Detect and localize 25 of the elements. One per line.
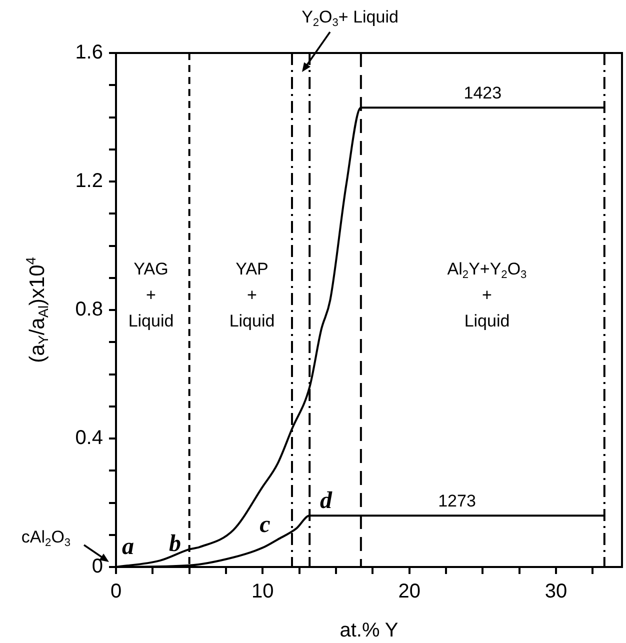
series-label: 1273	[438, 491, 476, 510]
series-label: 1423	[464, 83, 502, 102]
annotation: +	[146, 286, 156, 305]
annotation: d	[320, 488, 333, 514]
x-tick-label: 30	[544, 580, 568, 603]
annotation: YAP	[236, 260, 268, 279]
annotation: a	[122, 534, 134, 560]
y-tick-label: 1.2	[75, 170, 103, 192]
annotation: YAG	[134, 260, 168, 279]
y-tick-label: 0.4	[75, 427, 103, 450]
annotation: Liquid	[128, 312, 174, 331]
annotation: Liquid	[229, 312, 275, 331]
y-tick-label: 0.8	[75, 298, 103, 321]
annotation: c	[260, 512, 271, 538]
x-axis-title: at.% Y	[340, 620, 398, 642]
annotation: +	[482, 286, 492, 305]
annotation: +	[247, 286, 258, 305]
y-axis-title: (aY/aAl)x104	[23, 256, 52, 363]
y-tick-label: 0	[92, 556, 103, 578]
annotation: Liquid	[464, 312, 510, 331]
y-tick-label: 1.6	[75, 42, 103, 64]
x-tick-label: 20	[398, 580, 420, 603]
x-tick-label: 0	[110, 580, 122, 603]
annotation: b	[169, 531, 181, 558]
x-tick-label: 10	[252, 580, 274, 603]
